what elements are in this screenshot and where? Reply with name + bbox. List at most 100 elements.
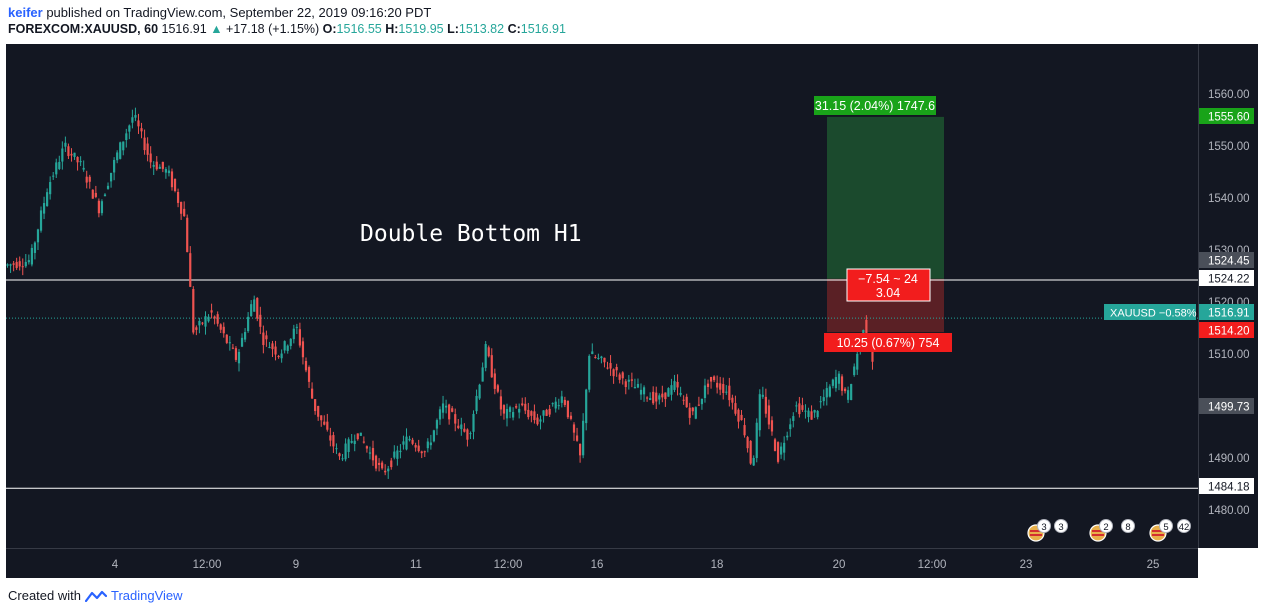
event-bubble[interactable] — [1054, 519, 1068, 533]
candle — [103, 193, 107, 197]
candle — [134, 107, 137, 122]
flag-stripe — [1152, 530, 1164, 532]
candle — [770, 416, 774, 436]
candle — [615, 363, 618, 377]
candle — [9, 263, 12, 273]
candle — [192, 286, 195, 335]
candle — [694, 406, 697, 420]
candle — [225, 334, 228, 345]
time-tick-5: 16 — [591, 559, 604, 571]
candle — [542, 410, 545, 423]
candle — [752, 455, 755, 466]
open-value: 1516.55 — [336, 22, 382, 36]
time-tick-1: 12:00 — [193, 559, 222, 571]
candle — [247, 312, 250, 333]
candle — [831, 378, 834, 389]
candle — [289, 338, 292, 350]
candle — [164, 167, 167, 179]
candle — [173, 178, 177, 193]
candle — [728, 377, 731, 407]
event-bubble[interactable] — [1159, 519, 1173, 533]
plot-area — [6, 44, 1198, 548]
candle — [116, 150, 119, 164]
candle — [472, 410, 475, 440]
candle — [518, 403, 521, 419]
candle — [703, 378, 707, 403]
candle — [320, 415, 323, 427]
candle — [737, 408, 740, 429]
candle — [673, 374, 676, 393]
price-axis[interactable] — [1199, 44, 1258, 548]
candle — [627, 374, 630, 390]
candle — [408, 435, 411, 442]
candle — [326, 413, 329, 432]
price-tick-7: 1480.00 — [1208, 505, 1250, 517]
tradingview-link[interactable]: TradingView — [110, 588, 183, 603]
candle — [362, 436, 365, 444]
time-tick-10: 25 — [1147, 559, 1160, 571]
candle — [706, 379, 710, 395]
upper-level-price: 1524.45 — [1208, 256, 1250, 268]
time-tick-4: 12:00 — [494, 559, 523, 571]
candle — [609, 355, 612, 376]
candle — [6, 263, 9, 268]
candle — [685, 393, 688, 408]
flag-stripe — [1030, 534, 1042, 536]
candle — [274, 340, 277, 361]
candle — [496, 383, 499, 394]
time-tick-0: 4 — [112, 559, 119, 571]
candle — [454, 408, 457, 432]
candle — [780, 442, 783, 459]
candle — [347, 437, 350, 458]
candle — [792, 412, 795, 428]
candle — [91, 189, 94, 199]
candle — [527, 402, 530, 420]
candle — [58, 155, 61, 171]
ratio-label-line2: 3.04 — [876, 286, 900, 300]
time-tick-8: 12:00 — [918, 559, 947, 571]
low-value: 1513.82 — [458, 22, 505, 36]
economic-events[interactable]: 3 3 2 8 5 42 — [1027, 519, 1191, 542]
candle — [749, 440, 752, 465]
candle — [511, 407, 515, 421]
candle — [682, 395, 685, 405]
double-bottom-annotation[interactable]: Double Bottom H1 — [360, 221, 582, 247]
price-chart[interactable]: Double Bottom H1 31.15 (2.04%) 1747.6 −7… — [0, 42, 1266, 578]
candle — [432, 429, 436, 443]
candle — [52, 172, 55, 180]
candle — [119, 141, 122, 160]
candle — [216, 311, 219, 327]
candle — [33, 241, 37, 260]
candle — [143, 129, 146, 155]
candle — [825, 381, 828, 406]
candle — [374, 454, 378, 472]
candle — [109, 172, 113, 188]
candle — [183, 201, 186, 217]
event-bubble[interactable] — [1177, 519, 1191, 533]
price-tick-6: 1490.00 — [1208, 453, 1250, 465]
candle — [368, 446, 372, 460]
candle — [563, 396, 566, 408]
candle — [85, 170, 88, 189]
long-position-tool[interactable] — [827, 116, 944, 333]
candle — [813, 409, 816, 418]
symbol-tag — [1104, 304, 1196, 320]
symbol-name: FOREXCOM:XAUUSD, 60 — [8, 22, 159, 36]
event-bubble[interactable] — [1099, 519, 1113, 533]
target-zone[interactable] — [827, 116, 944, 279]
time-axis[interactable] — [6, 549, 1198, 578]
event-bubble[interactable] — [1037, 519, 1051, 533]
candle — [170, 168, 174, 191]
target-label-box — [814, 96, 936, 115]
author-name[interactable]: keifer — [8, 5, 43, 20]
candle — [709, 376, 713, 389]
upper-level-tag — [1199, 252, 1254, 268]
candle — [804, 404, 807, 419]
level-1524-price: 1524.22 — [1208, 274, 1250, 286]
open-label: O: — [322, 22, 337, 36]
candle — [755, 418, 758, 463]
candle — [341, 453, 344, 462]
event-bubble[interactable] — [1121, 519, 1135, 533]
candle — [161, 161, 164, 173]
candle — [661, 385, 664, 403]
